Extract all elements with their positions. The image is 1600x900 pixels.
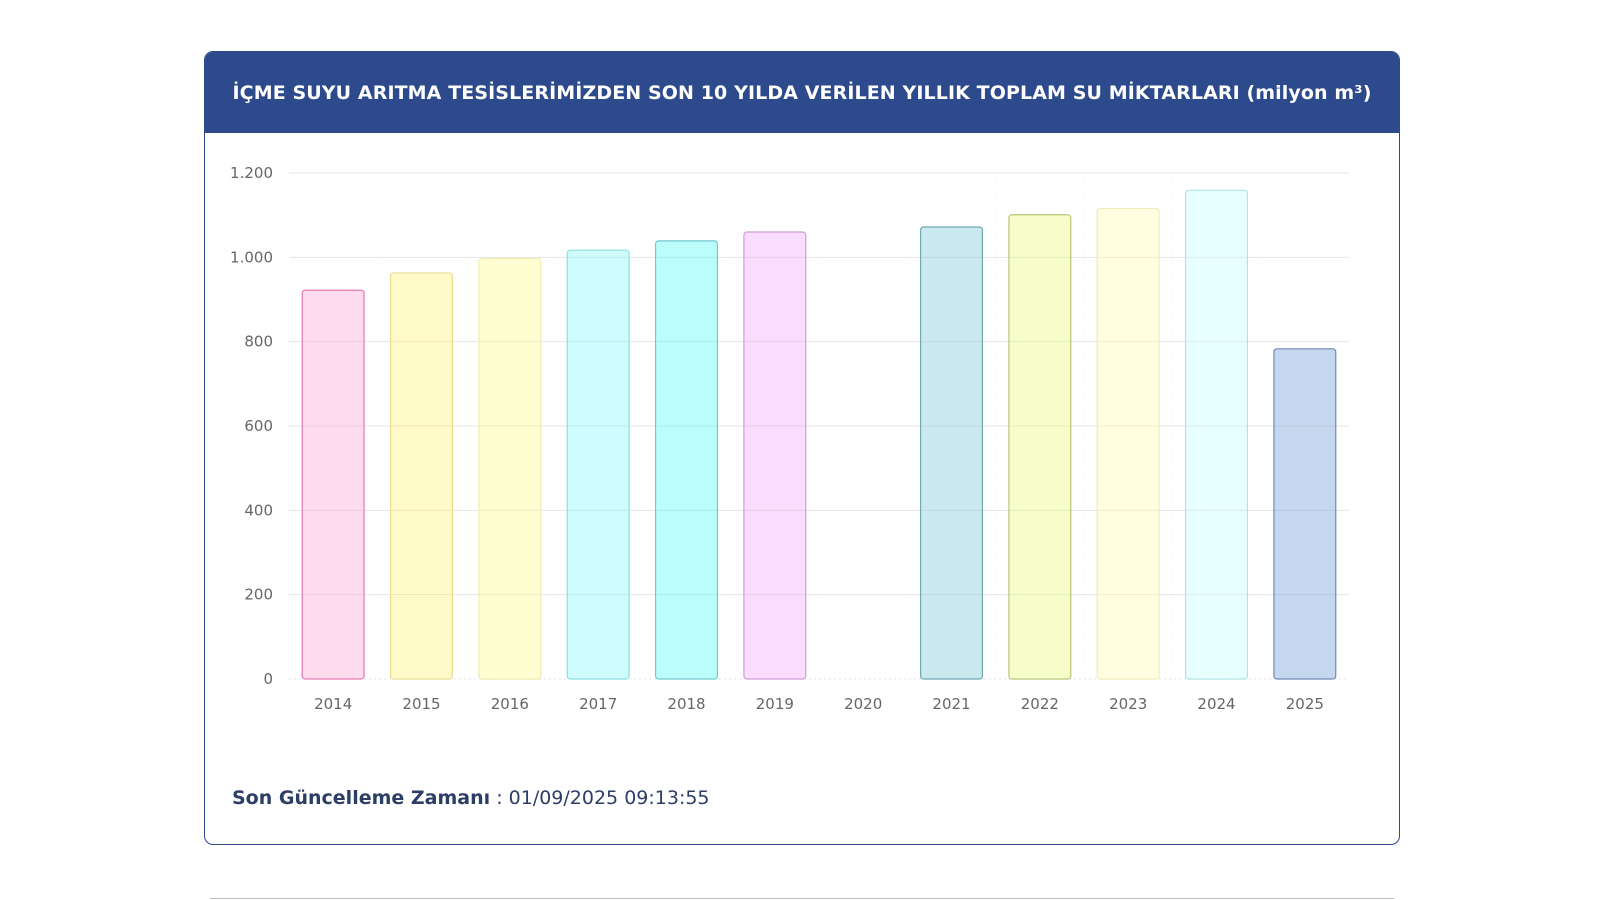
x-tick-label: 2016	[491, 695, 529, 713]
last-update-separator: :	[490, 787, 509, 809]
section-divider	[210, 898, 1394, 899]
bar-2024[interactable]	[1184, 189, 1249, 680]
y-tick-label: 0	[263, 670, 273, 688]
x-tick-label: 2019	[756, 695, 794, 713]
last-update: Son Güncelleme Zamanı : 01/09/2025 09:13…	[232, 787, 710, 809]
y-tick-label: 800	[244, 333, 273, 351]
bar-2019[interactable]	[743, 231, 807, 680]
y-tick-label: 1.200	[230, 164, 273, 182]
bar-2018[interactable]	[654, 240, 719, 680]
chart-header: İÇME SUYU ARITMA TESİSLERİMİZDEN SON 10 …	[205, 52, 1399, 133]
y-tick-label: 200	[244, 586, 273, 604]
x-tick-label: 2024	[1197, 695, 1235, 713]
y-tick-label: 1.000	[230, 248, 273, 266]
chart-title: İÇME SUYU ARITMA TESİSLERİMİZDEN SON 10 …	[232, 81, 1372, 104]
last-update-label: Son Güncelleme Zamanı	[232, 787, 491, 809]
bar-2021[interactable]	[919, 226, 984, 680]
bar-2022[interactable]	[1008, 214, 1072, 680]
bar-2023[interactable]	[1096, 207, 1160, 680]
bar-2025[interactable]	[1273, 348, 1337, 680]
bar-2016[interactable]	[478, 257, 542, 680]
bar-2015[interactable]	[389, 272, 454, 680]
x-tick-label: 2022	[1021, 695, 1059, 713]
x-tick-label: 2015	[402, 695, 440, 713]
y-tick-label: 600	[244, 417, 273, 435]
x-tick-label: 2017	[579, 695, 617, 713]
bar-chart: 0 200 400 600 800 1.000 1.200 2014 2015 2016 2017 2…	[230, 164, 1349, 713]
y-tick-label: 400	[244, 501, 273, 519]
x-tick-label: 2021	[932, 695, 970, 713]
chart-card: İÇME SUYU ARITMA TESİSLERİMİZDEN SON 10 …	[204, 51, 1400, 845]
x-tick-label: 2025	[1286, 695, 1324, 713]
bar-2017[interactable]	[566, 249, 630, 680]
x-tick-label: 2020	[844, 695, 882, 713]
chart-area: 0 200 400 600 800 1.000 1.200 2014 2015 2016 2017 2…	[205, 133, 1399, 773]
x-tick-label: 2023	[1109, 695, 1147, 713]
bar-2014[interactable]	[301, 289, 365, 680]
last-update-timestamp: 01/09/2025 09:13:55	[508, 787, 710, 809]
x-tick-label: 2014	[314, 695, 352, 713]
x-tick-label: 2018	[667, 695, 705, 713]
